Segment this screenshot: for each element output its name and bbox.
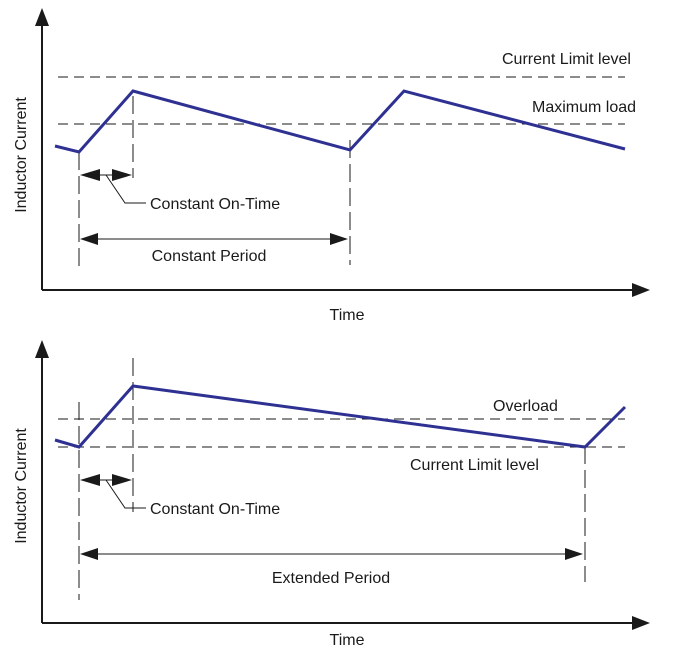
top-x-axis-label: Time [330, 307, 365, 324]
top-panel: Current Limit level Maximum load Constan… [13, 8, 650, 324]
bottom-y-axis-arrow-icon [35, 340, 49, 358]
bottom-panel: Overload Current Limit level Constant On… [13, 340, 650, 649]
top-inductor-current-waveform [54, 89, 626, 154]
bottom-period-right-arrow-icon [565, 548, 583, 560]
top-period-left-arrow-icon [80, 233, 98, 245]
bottom-x-axis-label: Time [330, 632, 365, 649]
top-maximum-load-label: Maximum load [532, 99, 636, 116]
bottom-overload-label: Overload [493, 398, 558, 415]
bottom-ontime-label: Constant On-Time [150, 501, 280, 518]
top-current-limit-label: Current Limit level [502, 51, 631, 68]
top-period-label: Constant Period [152, 248, 267, 265]
bottom-y-axis-label: Inductor Current [13, 428, 30, 544]
top-ontime-left-arrow-icon [80, 169, 100, 181]
top-period-right-arrow-icon [330, 233, 348, 245]
bottom-period-left-arrow-icon [80, 548, 98, 560]
bottom-current-limit-label: Current Limit level [410, 457, 539, 474]
bottom-ontime-left-arrow-icon [80, 474, 100, 486]
bottom-period-label: Extended Period [272, 570, 390, 587]
bottom-ontime-leader-line [105, 479, 146, 509]
bottom-x-axis-arrow-icon [632, 616, 650, 630]
top-y-axis-label: Inductor Current [13, 97, 30, 213]
top-y-axis-arrow-icon [35, 8, 49, 26]
bottom-ontime-right-arrow-icon [112, 474, 132, 486]
top-ontime-right-arrow-icon [112, 169, 132, 181]
top-ontime-leader-line [105, 174, 146, 204]
top-x-axis-arrow-icon [632, 283, 650, 297]
top-ontime-label: Constant On-Time [150, 196, 280, 213]
bottom-inductor-current-waveform [54, 384, 627, 449]
